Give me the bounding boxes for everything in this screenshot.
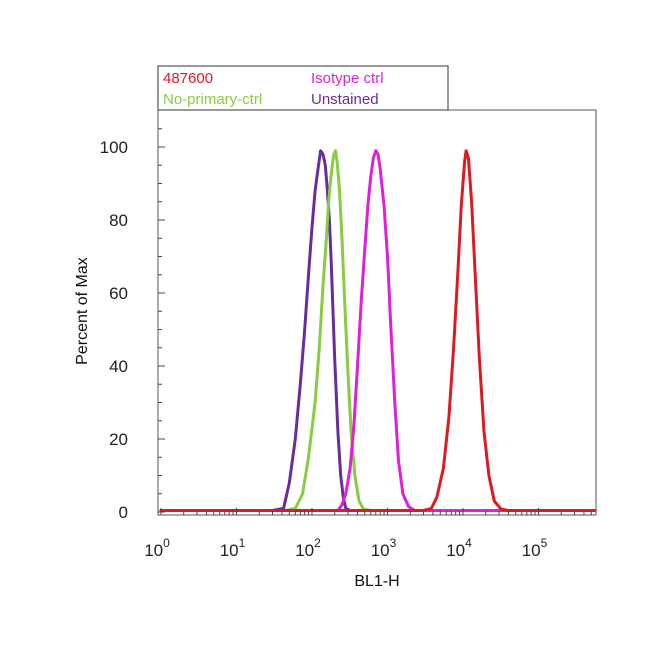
legend-box <box>157 65 449 111</box>
x-axis-title: BL1-H <box>354 573 399 590</box>
y-tick-label: 0 <box>119 503 128 522</box>
series-line-unstained <box>159 149 597 512</box>
x-tick-label: 100 <box>144 536 170 560</box>
y-tick-label: 100 <box>100 138 128 157</box>
y-tick-label: 20 <box>109 430 128 449</box>
x-tick-label: 104 <box>446 536 472 560</box>
y-tick-label: 60 <box>109 284 128 303</box>
x-tick-label: 103 <box>371 536 397 560</box>
series-group <box>159 149 597 512</box>
series-line-isotype-ctrl <box>159 149 597 512</box>
x-tick-label: 105 <box>522 536 548 560</box>
series-line-487600 <box>159 149 597 512</box>
y-tick-label: 40 <box>109 357 128 376</box>
legend-entry-unstained: Unstained <box>311 91 379 108</box>
x-tick-label: 101 <box>220 536 246 560</box>
x-tick-label: 102 <box>295 536 321 560</box>
y-axis-ticks: 0 20 40 60 80 100 <box>100 128 165 522</box>
y-axis-title: Percent of Max <box>74 257 91 365</box>
legend-entry-isotype-ctrl: Isotype ctrl <box>311 70 384 87</box>
plot-frame <box>157 109 597 516</box>
legend-entry-no-primary-ctrl: No-primary-ctrl <box>163 91 262 108</box>
series-line-no-primary-ctrl <box>159 149 597 512</box>
x-axis-ticks: 100 101 102 103 104 105 <box>144 508 592 560</box>
y-tick-label: 80 <box>109 211 128 230</box>
legend: 487600 Isotype ctrl No-primary-ctrl Unstain… <box>157 65 449 111</box>
legend-entry-487600: 487600 <box>163 70 213 87</box>
